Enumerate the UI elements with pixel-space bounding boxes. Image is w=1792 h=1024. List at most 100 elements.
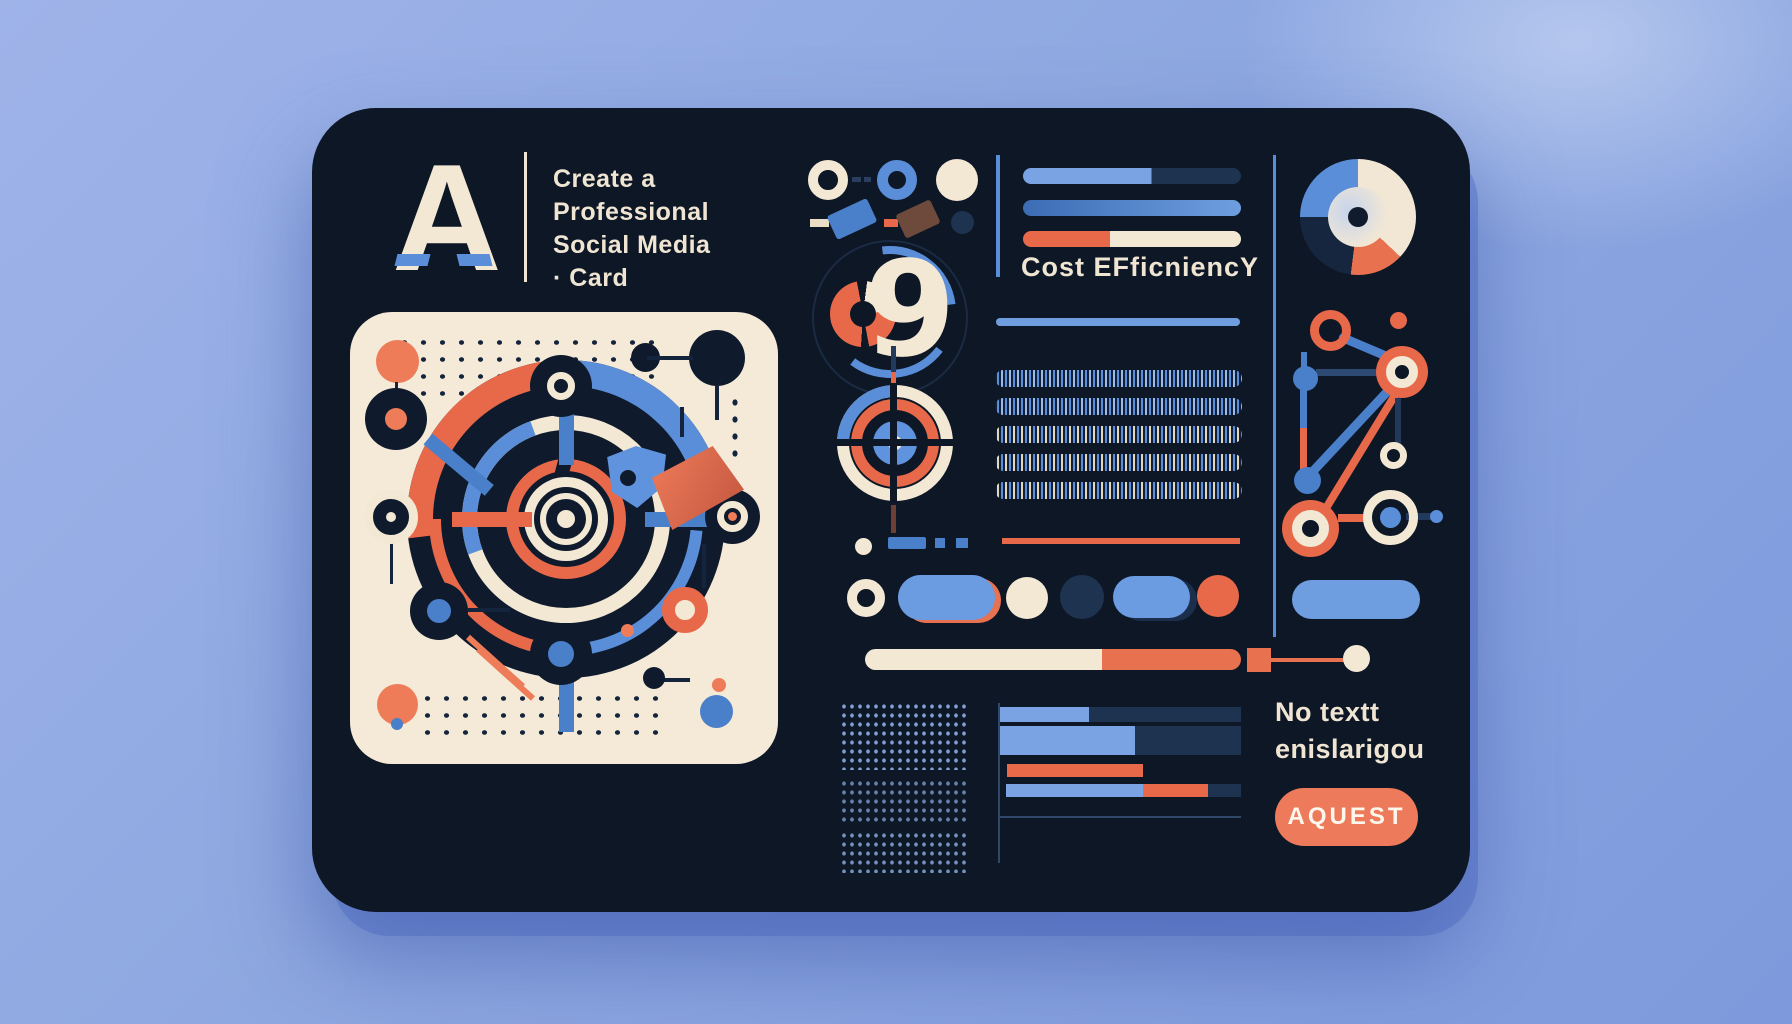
donut-zero <box>830 281 896 347</box>
toggle-pill-blue-2[interactable] <box>1113 576 1190 618</box>
dash-icon-cream <box>810 219 829 227</box>
spoke-left <box>452 512 532 527</box>
network-node-orange-dot <box>1390 312 1407 329</box>
striped-bar <box>995 482 1242 499</box>
ring-icon-blue <box>877 160 917 200</box>
toggle-pill-blue-1[interactable] <box>898 575 995 620</box>
corner-dot-orange-br <box>712 678 726 692</box>
pill-row-circle-orange <box>1197 575 1239 617</box>
dot-grid-bottom <box>418 690 670 738</box>
node-donut-orange <box>662 587 708 633</box>
network-node-orange-big <box>1282 500 1339 557</box>
network-edge <box>1300 428 1307 472</box>
circle-icon-cream <box>936 159 978 201</box>
kpi-divider <box>996 155 1000 277</box>
pin-dot <box>620 470 636 486</box>
circuit-line <box>468 608 510 612</box>
node-core-blue <box>548 641 574 667</box>
node-core-orange <box>385 408 407 430</box>
note-line-2: enislarigou <box>1275 734 1425 764</box>
corner-circle-orange <box>376 340 419 383</box>
mark-line-orange <box>1002 538 1240 544</box>
corner-circle-blue-br <box>700 695 733 728</box>
chart-bar <box>1006 784 1143 797</box>
header-divider <box>524 152 527 282</box>
mark-square-blue <box>935 538 945 548</box>
network-node-blue <box>1294 467 1321 494</box>
pie-chart <box>1300 159 1416 275</box>
striped-bar <box>995 454 1242 471</box>
chart-bar <box>1007 764 1143 777</box>
network-node-cream-ring <box>1380 442 1407 469</box>
chart-axis-y <box>998 703 1000 863</box>
node-bottom <box>530 623 592 685</box>
chart-bar <box>1000 726 1135 755</box>
progress-bar <box>865 649 1241 670</box>
circuit-line <box>715 386 719 420</box>
node-dot-orange <box>621 624 634 637</box>
dash-icon <box>852 177 861 182</box>
circuit-line <box>680 407 684 437</box>
circuit-line <box>647 356 693 360</box>
dash-icon <box>864 177 871 182</box>
node-right-ring <box>717 501 748 532</box>
donut-zero-hole <box>850 301 876 327</box>
node-dot-navy <box>643 667 665 689</box>
circuit-line <box>390 542 393 584</box>
pill-row-circle-navy <box>1060 575 1104 619</box>
logo-a: A <box>392 133 502 303</box>
chart-bar <box>1208 784 1241 797</box>
blob-navy-tr <box>689 330 745 386</box>
chart-bar <box>1135 726 1241 755</box>
halftone-block <box>840 831 966 873</box>
ring-icon-cream <box>808 160 848 200</box>
tagline-line-4: · Card <box>553 264 629 292</box>
tagline-line-1: Create a <box>553 165 656 193</box>
network-edge <box>1406 513 1432 520</box>
pill-row-circle-cream <box>1006 577 1048 619</box>
network-node-blue <box>1293 366 1318 391</box>
striped-bar <box>995 426 1242 443</box>
network-node-orange-ring <box>1310 310 1351 351</box>
network-edge <box>1316 369 1378 376</box>
tagline-line-3: Social Media <box>553 231 711 259</box>
right-pill-blue[interactable] <box>1292 580 1420 619</box>
node-core-orange <box>728 512 737 521</box>
network-edge <box>1301 352 1307 368</box>
node-top <box>530 355 592 417</box>
target-core-dot <box>557 510 575 528</box>
kpi-bar-3 <box>1023 231 1241 247</box>
progress-tail <box>1271 658 1347 662</box>
network-node-target-core <box>1380 507 1401 528</box>
pill-row-ring <box>847 579 885 617</box>
halftone-block <box>840 779 966 825</box>
corner-dot-blue-bl <box>391 718 403 730</box>
logo-a-foot-right <box>456 254 493 266</box>
note-line-1: No textt <box>1275 697 1380 727</box>
illustration-panel <box>350 312 778 764</box>
mark-square-blue <box>956 538 968 548</box>
kpi-title: Cost EFficniencY <box>1021 252 1260 282</box>
chart-bar <box>1000 707 1089 722</box>
network-node-orange-big-ring <box>1292 510 1329 547</box>
tagline-line-2: Professional <box>553 198 710 226</box>
kpi-bar-2 <box>1023 200 1241 216</box>
striped-bar <box>995 398 1242 415</box>
kpi-underline <box>996 318 1240 326</box>
network-edge <box>1338 514 1366 522</box>
note-text: No textt enislarigou <box>1275 694 1425 768</box>
dot-column <box>728 394 742 460</box>
chart-bar <box>1143 784 1208 797</box>
node-left <box>364 490 418 544</box>
target-ring-inner-navy <box>534 487 598 551</box>
mark-rect-blue <box>888 537 926 549</box>
network-node-dot-blue <box>1430 510 1443 523</box>
network-edge <box>1300 388 1307 430</box>
striped-bar <box>995 370 1242 387</box>
kpi-bar-1 <box>1023 168 1241 184</box>
circle-icon-navy <box>951 211 974 234</box>
network-node-hub <box>1376 346 1428 398</box>
logo-a-foot-left <box>394 254 431 266</box>
aquest-button[interactable]: AQUEST <box>1275 788 1418 846</box>
network-edge <box>1395 398 1401 446</box>
